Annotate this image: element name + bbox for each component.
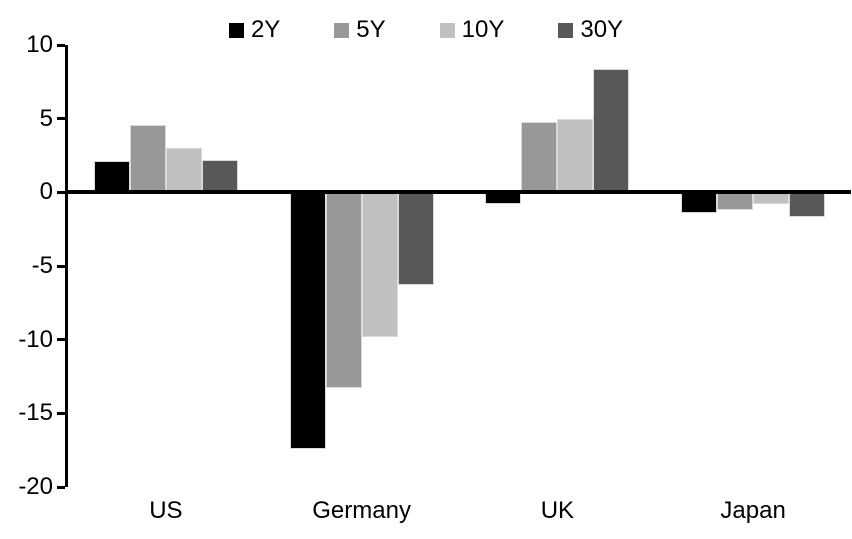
bar-us-2y: [93, 161, 130, 193]
legend-label: 10Y: [461, 16, 505, 43]
bar-us-5y: [129, 124, 166, 193]
legend-swatch-icon: [439, 22, 455, 38]
y-axis-tick: [57, 190, 65, 194]
y-axis-tick-label: 10: [26, 31, 53, 58]
bar-japan-30y: [789, 192, 826, 218]
y-axis-tick: [57, 485, 65, 489]
legend-item-2y: 2Y: [228, 15, 281, 45]
x-axis-label-japan: Japan: [720, 497, 786, 524]
y-axis-tick-label: 0: [39, 178, 53, 206]
legend-swatch-icon: [334, 22, 350, 38]
legend-swatch-icon: [558, 22, 574, 38]
y-axis-tick-label: -10: [18, 325, 53, 353]
legend-label: 2Y: [250, 16, 281, 43]
y-axis-tick: [57, 43, 65, 47]
bar-uk-10y: [557, 118, 594, 193]
bar-germany-30y: [397, 192, 434, 286]
legend-swatch-icon: [228, 22, 244, 38]
bar-uk-5y: [521, 121, 558, 193]
y-axis-tick: [57, 117, 65, 121]
x-axis-label-us: US: [149, 497, 183, 524]
bar-germany-2y: [289, 192, 326, 449]
y-axis-tick-label: -20: [18, 473, 53, 500]
bar-us-10y: [165, 148, 202, 193]
y-axis-tick-label: -15: [18, 399, 53, 427]
y-axis-tick: [57, 338, 65, 342]
y-axis-line: [65, 45, 68, 487]
bar-germany-5y: [325, 192, 362, 389]
bar-germany-10y: [361, 192, 398, 337]
legend-label: 5Y: [356, 16, 386, 43]
y-axis-tick-label: 5: [39, 104, 53, 132]
bar-us-30y: [201, 159, 238, 193]
legend-item-5y: 5Y: [334, 15, 386, 45]
y-axis-tick-label: -5: [31, 252, 53, 279]
bar-uk-30y: [593, 68, 630, 193]
legend-item-30y: 30Y: [558, 15, 623, 45]
zero-axis-line: [65, 190, 851, 195]
legend-item-10y: 10Y: [439, 15, 505, 45]
y-axis-tick: [57, 411, 65, 415]
chart-legend: 2Y 5Y 10Y 30Y: [0, 14, 852, 46]
bar-japan-5y: [717, 192, 754, 210]
legend-label: 30Y: [580, 16, 624, 43]
y-axis-tick: [57, 264, 65, 268]
x-axis-label-germany: Germany: [312, 497, 411, 524]
x-axis-label-uk: UK: [540, 497, 575, 524]
bar-japan-2y: [681, 192, 718, 213]
